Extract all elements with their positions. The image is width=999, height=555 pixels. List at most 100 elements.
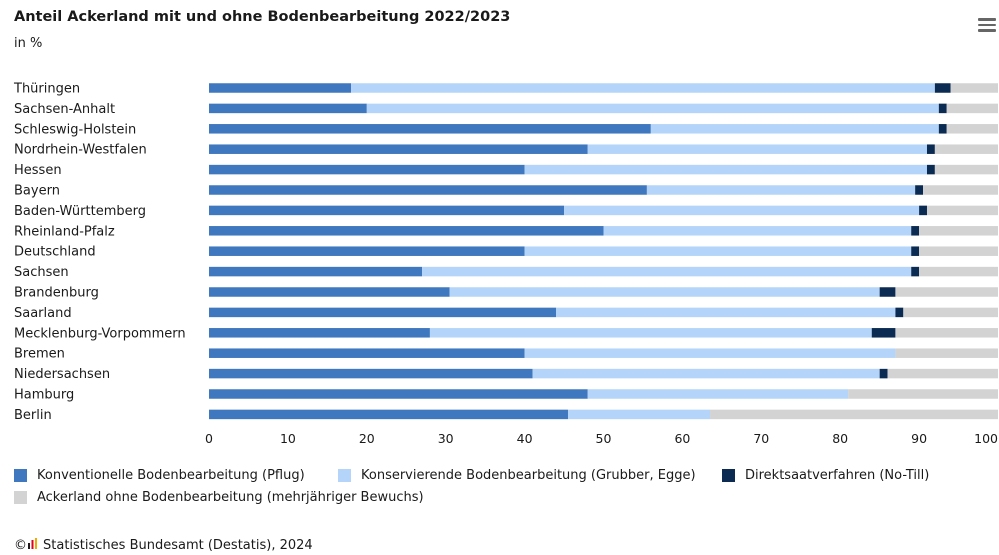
bar-segment[interactable] — [895, 307, 904, 318]
bar-segment[interactable] — [209, 246, 525, 256]
legend-item-konservierend[interactable]: Konservierende Bodenbearbeitung (Grubber… — [338, 468, 696, 483]
bar-segment[interactable] — [938, 103, 947, 114]
category-label: Rheinland-Pfalz — [14, 224, 115, 239]
legend-swatch-konservierend — [338, 469, 351, 482]
legend-swatch-direktsaat — [722, 469, 735, 482]
bar-segment[interactable] — [879, 368, 888, 379]
category-label: Saarland — [14, 306, 72, 321]
bar-segment[interactable] — [209, 124, 651, 134]
bar-segment[interactable] — [915, 185, 924, 195]
bar-chart: Thüringen Sachsen-Anhalt Schleswig-Holstei… — [13, 82, 998, 447]
bar-segment[interactable] — [911, 226, 920, 236]
bar-segment[interactable] — [209, 205, 565, 216]
category-label: Nordrhein-Westfalen — [14, 143, 147, 158]
bar-segment[interactable] — [919, 226, 998, 236]
bar-segment[interactable] — [209, 83, 352, 93]
bar-segment[interactable] — [209, 266, 423, 277]
bar-segment[interactable] — [524, 164, 927, 175]
bar-segment[interactable] — [209, 185, 647, 195]
bar-segment[interactable] — [934, 144, 998, 154]
bar-segment[interactable] — [710, 409, 998, 420]
bar-segment[interactable] — [946, 103, 998, 114]
category-label: Deutschland — [14, 245, 96, 260]
bar-segment[interactable] — [646, 185, 916, 195]
bar-segment[interactable] — [209, 103, 367, 114]
bar-segment[interactable] — [919, 266, 998, 277]
bar-segment[interactable] — [911, 246, 920, 256]
bar-segment[interactable] — [934, 83, 951, 93]
bar-segment[interactable] — [926, 205, 998, 216]
legend-item-ohne[interactable]: Ackerland ohne Bodenbearbeitung (mehrjäh… — [14, 490, 424, 505]
bar-segment[interactable] — [524, 246, 912, 256]
bar-segment[interactable] — [926, 144, 935, 154]
legend-item-direktsaat[interactable]: Direktsaatverfahren (No-Till) — [722, 468, 929, 483]
bar-segment[interactable] — [895, 287, 998, 297]
bar-segment[interactable] — [587, 389, 849, 399]
bar-segment[interactable] — [934, 164, 998, 175]
category-label: Bremen — [14, 347, 65, 362]
legend-label-konventionell: Konventionelle Bodenbearbeitung (Pflug) — [37, 468, 305, 483]
bar-segment[interactable] — [532, 368, 880, 379]
bar-segment[interactable] — [564, 205, 920, 216]
bar-segment[interactable] — [587, 144, 927, 154]
bar-segment[interactable] — [209, 389, 588, 399]
category-label: Brandenburg — [14, 286, 99, 301]
bar-segment[interactable] — [848, 389, 998, 399]
category-label: Berlin — [14, 408, 52, 423]
legend-label-ohne: Ackerland ohne Bodenbearbeitung (mehrjäh… — [37, 490, 424, 505]
legend-label-direktsaat: Direktsaatverfahren (No-Till) — [745, 468, 930, 483]
bar-segment[interactable] — [603, 226, 912, 236]
x-tick-label: 70 — [753, 431, 769, 446]
bar-segment[interactable] — [871, 328, 896, 338]
bar-segment[interactable] — [879, 287, 896, 297]
x-tick-label: 100 — [974, 431, 998, 446]
bar-segment[interactable] — [895, 348, 998, 358]
bar-segment[interactable] — [209, 409, 568, 420]
bar-segment[interactable] — [209, 328, 430, 338]
x-tick-label: 80 — [832, 431, 848, 446]
category-label: Niedersachsen — [14, 367, 110, 382]
bar-segment[interactable] — [429, 328, 872, 338]
bar-segment[interactable] — [209, 307, 557, 318]
bar-segment[interactable] — [209, 144, 588, 154]
bar-segment[interactable] — [946, 124, 998, 134]
category-label: Hamburg — [14, 388, 74, 403]
credit-text: Statistisches Bundesamt (Destatis), 2024 — [43, 538, 313, 553]
category-label: Bayern — [14, 184, 60, 199]
bar-segment[interactable] — [926, 164, 935, 175]
bar-segment[interactable] — [923, 185, 998, 195]
destatis-logo-icon — [27, 538, 39, 553]
bar-segment[interactable] — [903, 307, 998, 318]
bar-segment[interactable] — [209, 287, 450, 297]
hamburger-menu-icon[interactable] — [978, 18, 996, 32]
bar-segment[interactable] — [556, 307, 896, 318]
bar-segment[interactable] — [209, 348, 525, 358]
x-tick-label: 30 — [438, 431, 454, 446]
bar-segment[interactable] — [650, 124, 939, 134]
bar-segment[interactable] — [938, 124, 947, 134]
bar-segment[interactable] — [911, 266, 920, 277]
bar-segment[interactable] — [895, 328, 998, 338]
x-tick-label: 0 — [205, 431, 213, 446]
bar-segment[interactable] — [366, 103, 939, 114]
bar-segment[interactable] — [919, 246, 998, 256]
legend-swatch-konventionell — [14, 469, 27, 482]
category-label: Mecklenburg-Vorpommern — [14, 326, 186, 341]
x-tick-label: 50 — [596, 431, 612, 446]
bar-segment[interactable] — [209, 368, 533, 379]
bar-segment[interactable] — [524, 348, 896, 358]
bar-segment[interactable] — [422, 266, 912, 277]
x-tick-label: 10 — [280, 431, 296, 446]
bar-segment[interactable] — [351, 83, 935, 93]
legend-item-konventionell[interactable]: Konventionelle Bodenbearbeitung (Pflug) — [14, 468, 305, 483]
bar-segment[interactable] — [209, 226, 604, 236]
bar-segment[interactable] — [209, 164, 525, 175]
x-tick-label: 90 — [911, 431, 927, 446]
bar-segment[interactable] — [449, 287, 880, 297]
bar-segment[interactable] — [887, 368, 998, 379]
bar-segment[interactable] — [919, 205, 927, 216]
category-label: Sachsen-Anhalt — [14, 102, 115, 117]
bar-segment[interactable] — [567, 409, 711, 420]
legend-swatch-ohne — [14, 491, 27, 504]
bar-segment[interactable] — [950, 83, 998, 93]
